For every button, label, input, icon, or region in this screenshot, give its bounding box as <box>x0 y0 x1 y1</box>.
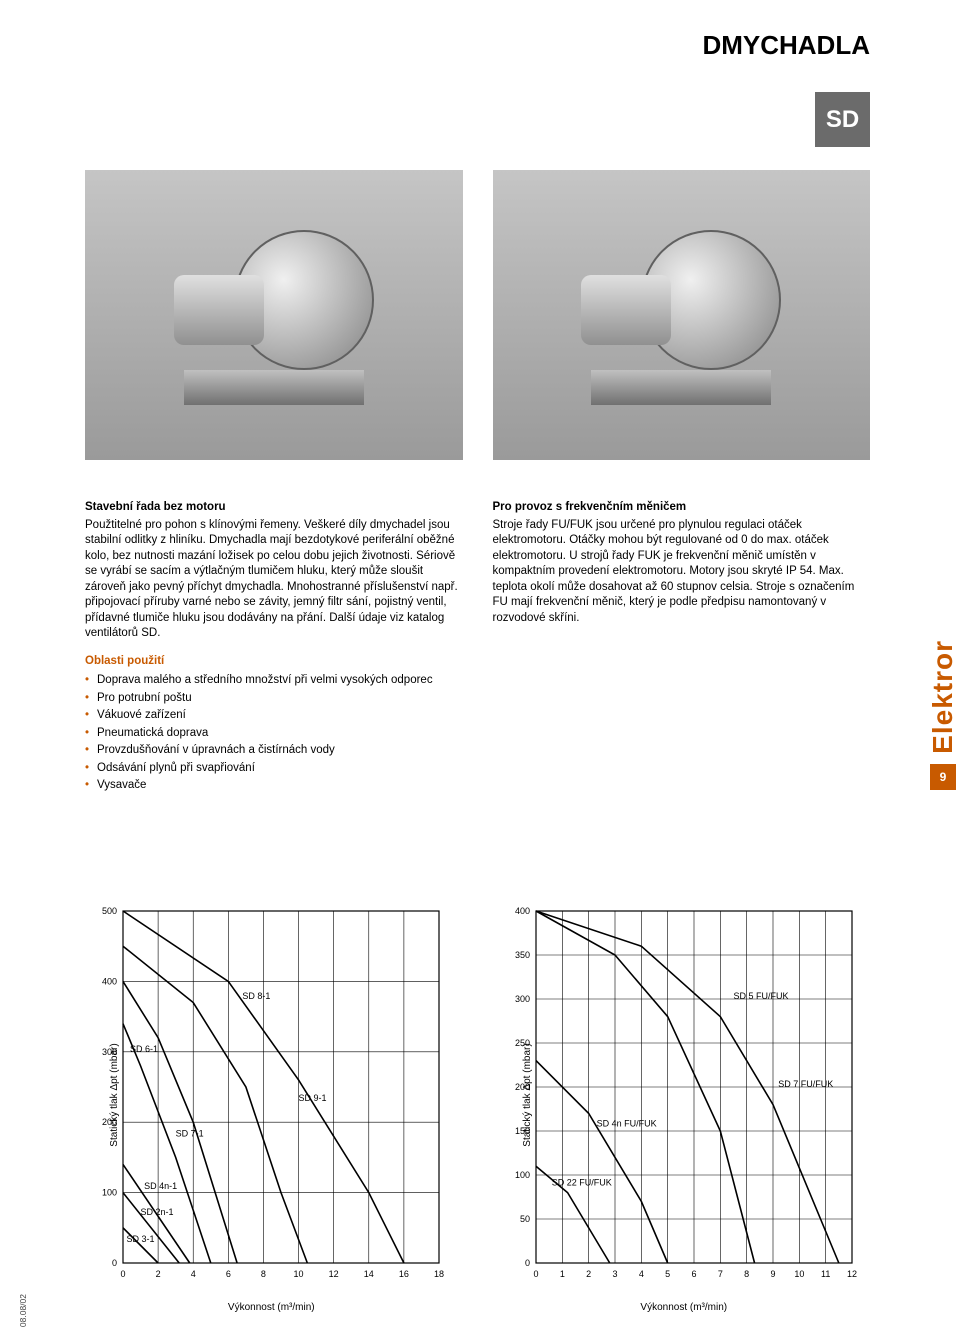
svg-text:9: 9 <box>770 1269 775 1279</box>
svg-text:10: 10 <box>294 1269 304 1279</box>
svg-text:100: 100 <box>514 1170 529 1180</box>
svg-text:14: 14 <box>364 1269 374 1279</box>
svg-text:6: 6 <box>226 1269 231 1279</box>
svg-text:0: 0 <box>112 1258 117 1268</box>
svg-text:5: 5 <box>665 1269 670 1279</box>
svg-text:12: 12 <box>329 1269 339 1279</box>
chart-right-ylabel: Statický tlak Δpt (mbar) <box>522 1043 533 1146</box>
chart-right: 0123456789101112050100150200250300350400… <box>498 905 858 1285</box>
svg-text:8: 8 <box>261 1269 266 1279</box>
svg-text:4: 4 <box>638 1269 643 1279</box>
application-item: Provzdušňování v úpravnách a čistírnách … <box>85 743 463 759</box>
application-item: Pro potrubní poštu <box>85 691 463 707</box>
product-image-row <box>85 170 870 460</box>
svg-text:SD 6-1: SD 6-1 <box>130 1044 158 1054</box>
svg-text:11: 11 <box>820 1269 829 1279</box>
text-columns: Stavební řada bez motoru Použtitelné pro… <box>85 500 870 796</box>
product-image-left <box>85 170 463 460</box>
chart-left: 0246810121416180100200300400500SD 3-1SD … <box>85 905 445 1285</box>
chart-left-ylabel: Statický tlak Δpt (mbar) <box>109 1043 120 1146</box>
svg-text:400: 400 <box>102 976 117 986</box>
svg-text:0: 0 <box>120 1269 125 1279</box>
svg-text:18: 18 <box>434 1269 444 1279</box>
svg-text:1: 1 <box>559 1269 564 1279</box>
left-body: Použtitelné pro pohon s klínovými řemeny… <box>85 518 463 642</box>
svg-text:SD 22 FU/FUK: SD 22 FU/FUK <box>551 1178 611 1188</box>
chart-left-wrap: Statický tlak Δpt (mbar) 0 2 4 6 8 10 12 14 16 18… <box>85 905 458 1285</box>
svg-text:4: 4 <box>191 1269 196 1279</box>
svg-text:0: 0 <box>533 1269 538 1279</box>
svg-text:SD 7 FU/FUK: SD 7 FU/FUK <box>778 1079 833 1089</box>
page-title: DMYCHADLA <box>702 30 870 61</box>
chart-right-wrap: Statický tlak Δpt (mbar) 012345678910111… <box>498 905 871 1285</box>
svg-text:SD 7-1: SD 7-1 <box>176 1128 204 1138</box>
applications-heading: Oblasti použití <box>85 654 463 670</box>
right-column: Pro provoz s frekvenčním měničem Stroje … <box>493 500 871 796</box>
brand-logo: Elektror <box>927 640 959 754</box>
svg-text:0: 0 <box>524 1258 529 1268</box>
page-number: 9 <box>930 764 956 790</box>
application-item: Odsávání plynů při svapřiování <box>85 761 463 777</box>
chart-left-xlabel: Výkonnost (m³/min) <box>228 1302 315 1313</box>
svg-text:12: 12 <box>846 1269 856 1279</box>
charts-row: Statický tlak Δpt (mbar) 024681012141618… <box>85 905 870 1285</box>
right-heading: Pro provoz s frekvenčním měničem <box>493 500 871 516</box>
svg-text:400: 400 <box>514 906 529 916</box>
svg-text:SD 8-1: SD 8-1 <box>242 991 270 1001</box>
application-item: Doprava malého a středního množství při … <box>85 673 463 689</box>
left-column: Stavební řada bez motoru Použtitelné pro… <box>85 500 463 796</box>
svg-text:3: 3 <box>612 1269 617 1279</box>
applications-list: Doprava malého a středního množství při … <box>85 673 463 794</box>
svg-text:350: 350 <box>514 950 529 960</box>
application-item: Vysavače <box>85 778 463 794</box>
svg-text:2: 2 <box>586 1269 591 1279</box>
svg-text:100: 100 <box>102 1188 117 1198</box>
svg-text:SD 4n-1: SD 4n-1 <box>144 1181 177 1191</box>
svg-text:8: 8 <box>744 1269 749 1279</box>
svg-text:6: 6 <box>691 1269 696 1279</box>
product-image-right <box>493 170 871 460</box>
application-item: Pneumatická doprava <box>85 726 463 742</box>
chart-right-xlabel: Výkonnost (m³/min) <box>640 1302 727 1313</box>
svg-text:SD 3-1: SD 3-1 <box>127 1234 155 1244</box>
right-body: Stroje řady FU/FUK jsou určené pro plynu… <box>493 518 871 627</box>
svg-text:500: 500 <box>102 906 117 916</box>
edition-code: 08.08/02 <box>18 1294 28 1327</box>
svg-text:300: 300 <box>514 994 529 1004</box>
svg-text:7: 7 <box>717 1269 722 1279</box>
left-heading: Stavební řada bez motoru <box>85 500 463 516</box>
svg-text:16: 16 <box>399 1269 409 1279</box>
side-tab: Elektror 9 <box>926 640 960 860</box>
svg-text:2: 2 <box>156 1269 161 1279</box>
svg-text:SD 5 FU/FUK: SD 5 FU/FUK <box>733 991 788 1001</box>
svg-text:SD 4n FU/FUK: SD 4n FU/FUK <box>596 1119 656 1129</box>
svg-text:10: 10 <box>794 1269 804 1279</box>
application-item: Vákuové zařízení <box>85 708 463 724</box>
svg-text:50: 50 <box>519 1214 529 1224</box>
svg-text:SD 9-1: SD 9-1 <box>299 1093 327 1103</box>
series-badge: SD <box>815 92 870 147</box>
